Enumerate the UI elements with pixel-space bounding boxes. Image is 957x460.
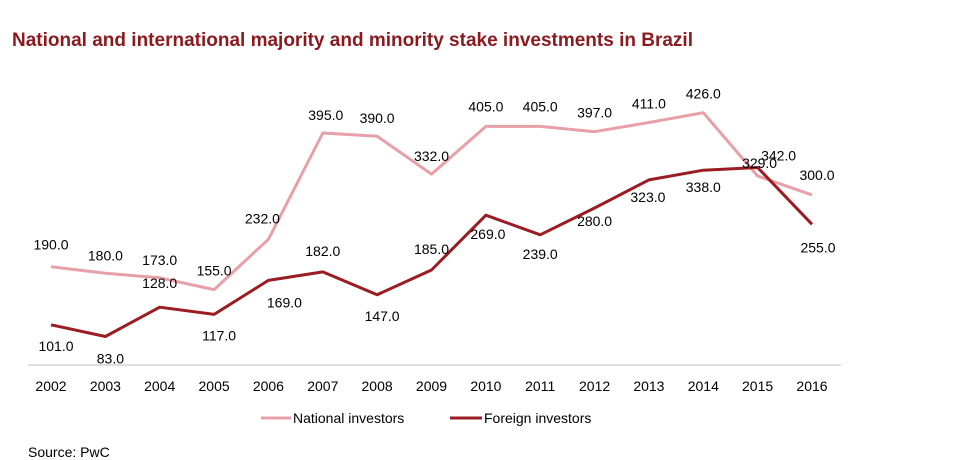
x-tick-label: 2014 (688, 378, 719, 394)
data-label-national: 395.0 (308, 107, 343, 123)
x-tick-label: 2006 (253, 378, 284, 394)
data-label-national: 390.0 (360, 110, 395, 126)
data-label-national: 426.0 (686, 86, 721, 102)
x-tick-label: 2005 (199, 378, 230, 394)
chart-legend: National investors Foreign investors (261, 410, 591, 426)
x-tick-label: 2007 (307, 378, 338, 394)
chart-title: National and international majority and … (12, 30, 693, 51)
x-tick-label: 2016 (796, 378, 827, 394)
x-tick-label: 2002 (35, 378, 66, 394)
data-label-foreign: 269.0 (470, 226, 505, 242)
data-label-foreign: 342.0 (761, 148, 796, 164)
x-tick-label: 2010 (470, 378, 501, 394)
data-label-foreign: 128.0 (142, 275, 177, 291)
data-label-foreign: 338.0 (686, 179, 721, 195)
series-line-foreign (50, 166, 814, 338)
data-label-national: 405.0 (523, 98, 558, 114)
data-label-foreign: 147.0 (365, 308, 400, 324)
data-label-foreign: 239.0 (523, 246, 558, 262)
legend-label-national: National investors (293, 410, 404, 426)
data-label-foreign: 255.0 (800, 239, 835, 255)
x-tick-label: 2009 (416, 378, 447, 394)
source-note: Source: PwC (28, 444, 110, 460)
data-label-national: 180.0 (88, 247, 123, 263)
data-label-national: 397.0 (577, 105, 612, 121)
x-tick-label: 2008 (362, 378, 393, 394)
data-label-national: 155.0 (197, 263, 232, 279)
series-line-national (50, 111, 813, 292)
x-tick-label: 2003 (90, 378, 121, 394)
data-label-foreign: 101.0 (38, 338, 73, 354)
data-label-national: 332.0 (414, 148, 449, 164)
data-label-foreign: 280.0 (577, 213, 612, 229)
data-label-foreign: 185.0 (414, 241, 449, 257)
data-label-national: 300.0 (799, 167, 834, 183)
data-label-foreign: 117.0 (202, 327, 236, 343)
data-labels: 190.0 180.0 173.0 155.0 232.0 395.0 390.0 332.0… (33, 86, 835, 367)
series-lines (50, 111, 814, 338)
x-tick-label: 2011 (525, 378, 555, 394)
x-tick-label: 2013 (633, 378, 664, 394)
data-label-national: 232.0 (245, 210, 280, 226)
data-label-national: 405.0 (468, 98, 503, 114)
data-label-national: 411.0 (632, 96, 666, 112)
data-label-national: 173.0 (142, 252, 177, 268)
x-tick-label: 2004 (144, 378, 175, 394)
data-label-foreign: 182.0 (305, 243, 340, 259)
legend-label-foreign: Foreign investors (484, 410, 591, 426)
data-label-foreign: 323.0 (630, 189, 665, 205)
data-label-foreign: 169.0 (267, 294, 302, 310)
x-tick-label: 2015 (742, 378, 773, 394)
data-label-national: 329.0 (742, 155, 777, 171)
data-label-foreign: 83.0 (97, 351, 124, 367)
data-label-national: 190.0 (33, 237, 68, 253)
x-tick-labels: 2002 2003 2004 2005 2006 2007 2008 2009 2010 2011… (35, 378, 827, 394)
x-tick-label: 2012 (579, 378, 610, 394)
